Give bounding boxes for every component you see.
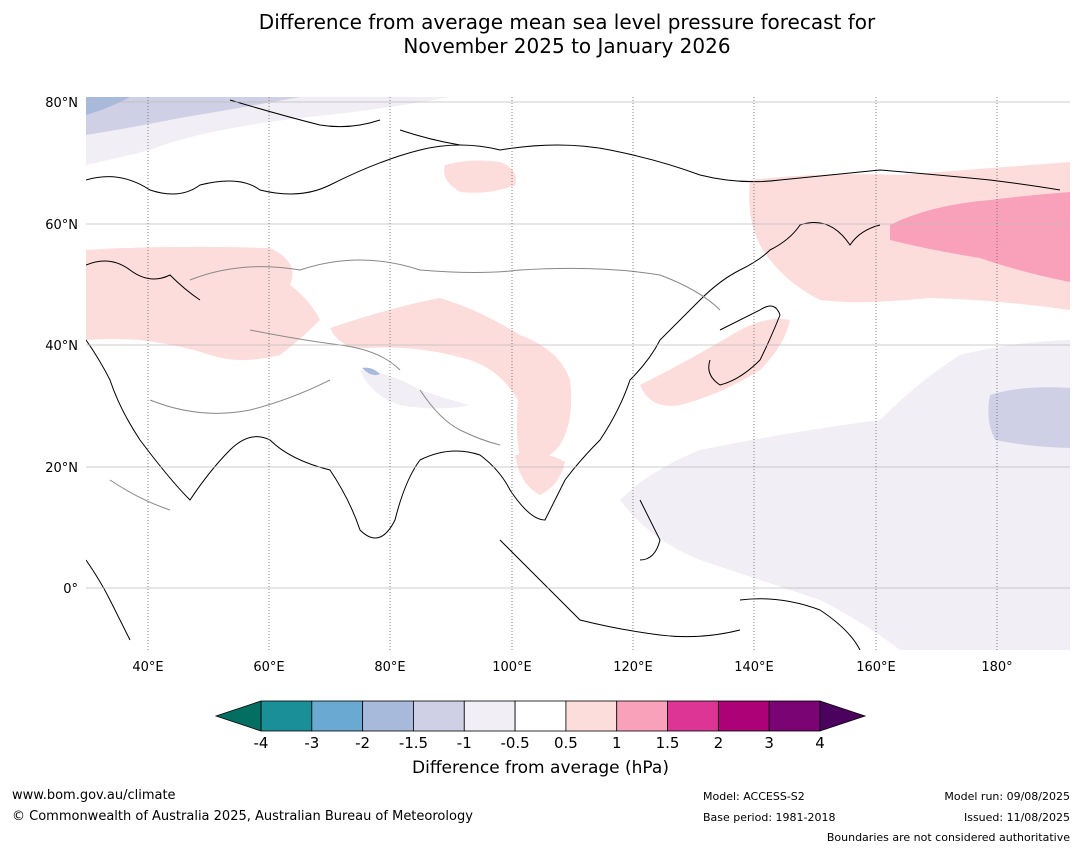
colorbar-extend-low bbox=[214, 700, 262, 732]
lon-label-120e: 120°E bbox=[613, 660, 653, 675]
colorbar-segments bbox=[260, 700, 821, 732]
title-line-1: Difference from average mean sea level p… bbox=[258, 10, 876, 34]
colorbar-segment bbox=[463, 700, 516, 732]
colorbar-segment bbox=[667, 700, 719, 732]
footer-website: www.bom.gov.au/climate bbox=[12, 788, 176, 803]
colorbar-segment bbox=[362, 700, 414, 732]
lon-label-80e: 80°E bbox=[374, 660, 405, 675]
lat-label-0: 0° bbox=[63, 582, 78, 597]
footer-copyright: © Commonwealth of Australia 2025, Austra… bbox=[12, 809, 473, 824]
colorbar-tick-label: -1.5 bbox=[399, 734, 428, 752]
colorbar-segment bbox=[717, 700, 770, 732]
latitude-gridlines bbox=[86, 101, 1070, 589]
lat-label-60n: 60°N bbox=[45, 218, 78, 233]
lon-label-100e: 100°E bbox=[492, 660, 532, 675]
lon-label-140e: 140°E bbox=[734, 660, 774, 675]
colorbar-tick-label: 3 bbox=[764, 734, 774, 752]
map-plot: 80°N 60°N 40°N 20°N 0° 40°E 60°E 80°E 10… bbox=[45, 96, 1070, 675]
anomaly-area-pacific-neg bbox=[620, 340, 1070, 650]
colorbar-tick-label: 2 bbox=[714, 734, 724, 752]
colorbar-tick-label: 1 bbox=[612, 734, 622, 752]
colorbar-tick-label: -0.5 bbox=[500, 734, 529, 752]
lat-label-20n: 20°N bbox=[45, 461, 78, 476]
footer-disclaimer: Boundaries are not considered authoritat… bbox=[826, 831, 1070, 844]
colorbar-segment bbox=[565, 700, 618, 732]
anomaly-area-asia-pos bbox=[330, 298, 572, 461]
colorbar-segment bbox=[260, 700, 313, 732]
anomaly-area-pacific-neg2 bbox=[988, 387, 1070, 448]
footer-model-run: Model run: 09/08/2025 bbox=[944, 790, 1070, 803]
colorbar-segment bbox=[768, 700, 821, 732]
anomaly-area-himalaya-neg bbox=[360, 370, 470, 409]
lon-label-180: 180° bbox=[981, 660, 1012, 675]
footer-issued: Issued: 11/08/2025 bbox=[963, 811, 1070, 824]
colorbar-tick-label: 0.5 bbox=[554, 734, 578, 752]
longitude-gridlines bbox=[147, 97, 998, 650]
anomaly-area-indochina-pos bbox=[515, 453, 565, 495]
colorbar-segment bbox=[514, 700, 567, 732]
anomaly-area-siberia-pos bbox=[444, 160, 516, 193]
colorbar-segment bbox=[616, 700, 668, 732]
lon-label-40e: 40°E bbox=[132, 660, 163, 675]
footer-base-period: Base period: 1981-2018 bbox=[703, 811, 836, 824]
title-line-2: November 2025 to January 2026 bbox=[403, 34, 731, 58]
colorbar-title: Difference from average (hPa) bbox=[412, 758, 669, 778]
colorbar-tick-label: -2 bbox=[355, 734, 370, 752]
colorbar-segment bbox=[311, 700, 364, 732]
anomaly-area-pacific-pos2 bbox=[890, 192, 1070, 282]
anomaly-area-japan-pos bbox=[640, 318, 790, 406]
chart-title: Difference from average mean sea level p… bbox=[0, 10, 1081, 58]
coastlines bbox=[86, 99, 1061, 650]
lat-label-40n: 40°N bbox=[45, 339, 78, 354]
anomaly-area-europe-pos bbox=[86, 246, 320, 360]
anomaly-area-arctic-neg2 bbox=[86, 97, 130, 115]
colorbar-tick-label: 4 bbox=[815, 734, 825, 752]
colorbar-tick-label: -3 bbox=[304, 734, 319, 752]
colorbar-extend-high bbox=[819, 700, 867, 732]
colorbar-segment bbox=[413, 700, 465, 732]
footer-model: Model: ACCESS-S2 bbox=[703, 790, 805, 803]
lon-label-60e: 60°E bbox=[253, 660, 284, 675]
lat-label-80n: 80°N bbox=[45, 96, 78, 111]
anomaly-area-arctic-neg bbox=[86, 97, 300, 135]
colorbar-tick-label: 1.5 bbox=[656, 734, 680, 752]
colorbar-tick-label: -1 bbox=[457, 734, 472, 752]
anomaly-area-himalaya-neg2 bbox=[362, 367, 380, 376]
colorbar-tick-label: -4 bbox=[254, 734, 269, 752]
lon-label-160e: 160°E bbox=[856, 660, 896, 675]
colorbar-tick-labels: -4 -3 -2 -1.5 -1 -0.5 0.5 1 1.5 2 3 4 bbox=[254, 734, 825, 752]
